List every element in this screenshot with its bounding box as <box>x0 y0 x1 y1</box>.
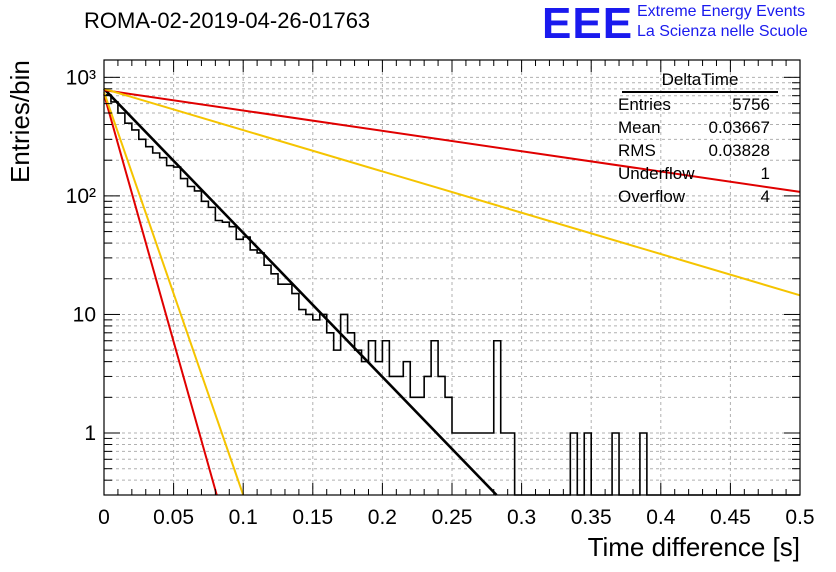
fit-line-4 <box>103 93 218 496</box>
chart-title: ROMA-02-2019-04-26-01763 <box>84 8 371 33</box>
x-tick-label: 0.45 <box>710 506 751 529</box>
stats-box-name: DeltaTime <box>622 70 778 93</box>
stats-row-rms: RMS 0.03828 <box>618 141 770 160</box>
x-tick-label: 0.25 <box>432 506 473 529</box>
stats-row-underflow: Underflow 1 <box>618 164 770 183</box>
y-tick-label: 10 <box>73 303 96 326</box>
stats-row-mean: Mean 0.03667 <box>618 118 770 137</box>
logo-line-1: Extreme Energy Events <box>637 3 806 20</box>
y-tick-label: 10³ <box>66 66 96 89</box>
x-tick-label: 0.3 <box>507 506 536 529</box>
stats-box: DeltaTime Entries 5756 Mean 0.03667 RMS 0.0… <box>612 70 778 208</box>
x-tick-label: 0.35 <box>571 506 612 529</box>
x-tick-label: 0 <box>98 506 110 529</box>
x-tick-label: 0.4 <box>646 506 676 529</box>
stats-row-entries: Entries 5756 <box>618 95 770 114</box>
y-tick-label: 10² <box>66 185 96 208</box>
y-tick-label: 1 <box>84 422 96 445</box>
fit-line-3 <box>103 87 801 297</box>
fit-line-2 <box>103 89 801 193</box>
x-tick-label: 0.05 <box>153 506 194 529</box>
y-axis-label: Entries/bin <box>5 60 35 183</box>
fit-line-5 <box>103 91 245 496</box>
eee-logo: EEE <box>542 0 634 48</box>
x-tick-label: 0.15 <box>292 506 333 529</box>
x-tick-label: 0.5 <box>785 506 814 529</box>
fit-line-1 <box>103 87 498 496</box>
stats-row-overflow: Overflow 4 <box>618 187 770 206</box>
logo-caption: Extreme Energy Events La Scienza nelle S… <box>637 2 808 42</box>
logo-line-2: La Scienza nelle Scuole <box>637 23 808 40</box>
x-tick-label: 0.1 <box>229 506 258 529</box>
x-axis-label: Time difference [s] <box>587 532 800 562</box>
x-tick-label: 0.2 <box>368 506 397 529</box>
